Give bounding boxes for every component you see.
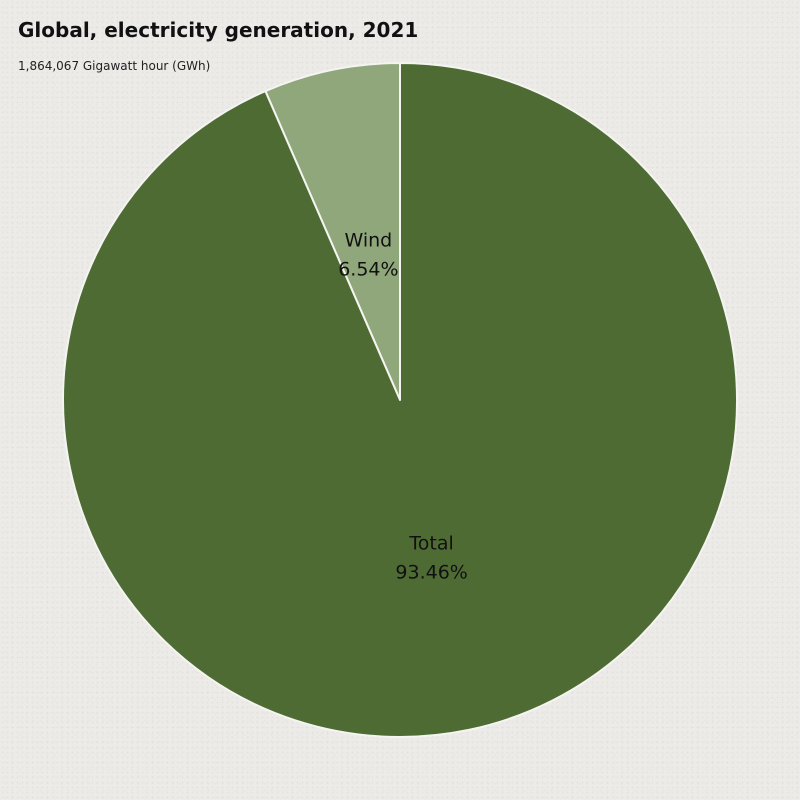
pie-slice-total (62, 62, 738, 738)
chart-subtitle: 1,864,067 Gigawatt hour (GWh) (18, 59, 211, 73)
slice-value-wind: 6.54% (338, 258, 398, 280)
chart-title: Global, electricity generation, 2021 (18, 18, 419, 42)
pie-slices (62, 62, 738, 738)
pie-labels: Wind 6.54% Total 93.46% (338, 229, 468, 583)
slice-label-total: Total (408, 533, 453, 555)
slice-label-wind: Wind (344, 229, 392, 251)
slice-value-total: 93.46% (395, 562, 467, 584)
pie-slice-wind (264, 62, 401, 401)
